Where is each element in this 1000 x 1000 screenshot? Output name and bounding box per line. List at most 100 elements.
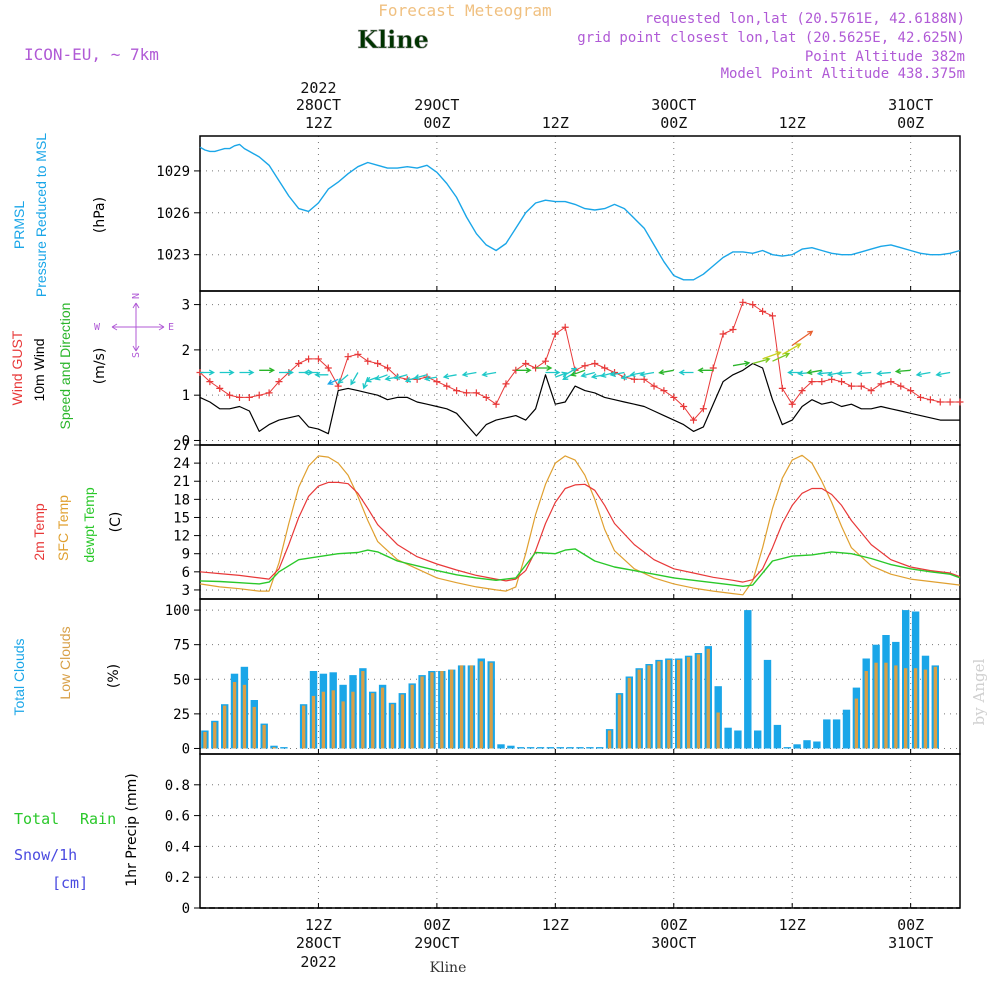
gust-marker [660,387,668,395]
bottom-time-label: 12Z [542,916,569,934]
gust-marker [630,375,638,383]
low-cloud-bar [232,682,237,749]
y-tick-label: 0.8 [165,778,190,794]
gust-marker [867,387,875,395]
wind-direction-arrow [732,360,751,367]
wind-direction-arrow [327,378,339,385]
low-cloud-bar [262,724,266,749]
total-cloud-bar [546,747,555,749]
low-cloud-bar [361,671,365,749]
pressure-labels: PRMSL Pressure Reduced to MSL (hPa) [11,133,108,297]
y-tick-label: 0.4 [165,839,190,855]
y-tick-label: 0 [182,901,190,917]
wind-labels: Wind GUST 10m Wind Speed and Direction (… [9,293,174,429]
footer-label: Kline [430,960,467,976]
wind-direction-arrow [200,369,215,376]
low-cloud-bar [904,668,908,749]
gust-marker [956,398,964,406]
wind-direction-arrow [564,367,578,376]
gust-marker [462,389,470,397]
temp-unit: (C) [108,512,124,533]
y-tick-label: 0.6 [165,809,190,825]
gust-marker [690,416,698,424]
gust-marker [482,393,490,401]
gust-marker [798,387,806,395]
y-tick-label: 100 [165,603,190,619]
low-cloud-bar [657,661,661,749]
gust-marker [729,326,737,333]
model-altitude: Model Point Altitude 438.375m [721,66,965,82]
gust-marker [907,387,915,395]
low-cloud-bar [302,705,306,749]
gust-marker [591,359,599,367]
top-time-label: 12Z [779,114,806,132]
wind-direction-arrow [781,343,802,355]
legend-total: Total [14,810,59,828]
low-cloud-bar [607,730,612,749]
low-cloud-bar [894,665,898,749]
top-time-label: 00Z [660,114,687,132]
low-cloud-bar [627,677,631,749]
low-cloud-bar [272,747,276,749]
low-cloud-bar [331,690,335,749]
total-cloud-bar [744,610,752,749]
gust-marker [857,382,865,390]
y-tick-label: 12 [173,529,190,545]
total-cloud-bar [783,747,791,749]
series-line-2m-temp [199,481,961,583]
requested-coords: requested lon,lat (20.5761E, 42.6188N) [645,11,965,27]
low-cloud-bar [647,665,651,749]
gust-marker [768,312,776,320]
y-tick-label: 50 [173,672,190,688]
gust-marker [334,382,342,390]
wind-direction-arrow [442,373,457,380]
wind-direction-arrow [697,367,714,374]
compass-w: W [94,322,101,333]
y-tick-label: 24 [173,456,190,472]
low-cloud-bar [479,661,483,749]
low-cloud-bar [706,648,710,749]
bottom-time-label: 2022 [300,953,336,971]
y-tick-label: 25 [173,707,190,723]
gust-marker [492,400,500,408]
low-cloud-bar [667,659,671,749]
temp-label-dewpt: dewpt Temp [81,487,97,562]
wind-direction-arrow [555,371,568,378]
y-tick-label: 15 [173,510,190,526]
wind-direction-arrow [259,367,276,374]
wind-unit: (m/s) [92,348,108,385]
low-cloud-bar [440,671,444,749]
wind-panel: 0 1 2 3 [182,290,964,449]
gust-marker [719,330,727,338]
gust-marker [699,405,707,413]
low-cloud-bar [696,654,701,749]
gust-marker [917,393,925,401]
low-cloud-bar [341,701,345,749]
gust-marker [374,359,382,367]
cloud-labels: Total Clouds Low Clouds (%) [11,626,122,715]
low-cloud-bar [380,687,385,749]
low-cloud-bar [400,694,404,749]
total-cloud-bar [566,747,574,749]
bottom-time-label: 28OCT [296,934,341,952]
gust-marker [255,391,263,399]
closest-coords: grid point closest lon,lat (20.5625E, 42… [577,30,965,46]
pressure-label-msl: Pressure Reduced to MSL [33,133,49,297]
wind-direction-arrow [915,371,931,378]
gust-marker [344,353,352,361]
top-time-label: 00Z [897,114,924,132]
total-cloud-bar [803,740,811,749]
top-time-label: 31OCT [888,96,933,114]
gust-marker [709,364,717,372]
y-tick-label: 27 [173,438,190,454]
low-cloud-bar [617,694,622,749]
gust-marker [541,357,549,365]
gust-marker [936,398,944,406]
panel-frame [199,753,961,909]
wind-direction-arrow [935,371,951,378]
gust-marker [364,357,372,365]
gust-marker [650,382,658,390]
wind-direction-arrow [535,365,553,371]
y-tick-label: 21 [173,474,190,490]
precip-labels: Total Rain Snow/1h [cm] 1hr Precip (mm) [14,773,140,892]
